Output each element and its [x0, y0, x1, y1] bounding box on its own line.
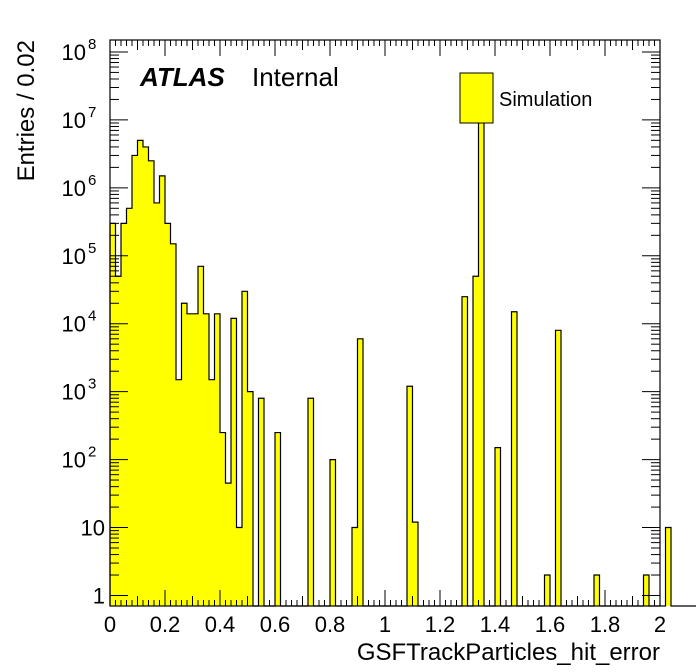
- y-tick-label-exponent: 3: [88, 376, 96, 393]
- histogram-bar: [242, 291, 248, 606]
- y-tick-label: 10: [62, 108, 86, 133]
- histogram-bar: [352, 527, 358, 606]
- y-tick-label: 10: [62, 40, 86, 65]
- histogram-bar: [407, 386, 413, 606]
- x-tick-label: 0: [104, 612, 116, 637]
- histogram-bar: [555, 330, 561, 606]
- x-tick-label: 1.6: [535, 612, 566, 637]
- histogram-bar: [665, 527, 671, 606]
- histogram-bar: [121, 223, 127, 606]
- histogram-bar: [412, 522, 418, 606]
- histogram-bar: [330, 459, 336, 606]
- histogram-bar: [143, 146, 149, 606]
- histogram-bar: [132, 155, 138, 606]
- histogram-bar: [258, 398, 264, 606]
- histogram-bar: [115, 276, 121, 606]
- y-tick-label: 10: [62, 380, 86, 405]
- histogram-bar: [181, 303, 187, 606]
- y-tick-label-exponent: 5: [88, 240, 96, 257]
- histogram-bars: [110, 119, 671, 607]
- histogram-bar: [170, 243, 176, 606]
- x-axis-ticks: [109, 40, 661, 606]
- y-tick-label: 10: [62, 312, 86, 337]
- histogram-bar: [275, 432, 281, 606]
- histogram-bar: [148, 160, 154, 606]
- y-tick-label-exponent: 4: [88, 308, 96, 325]
- y-axis-title: Entries / 0.02: [13, 40, 40, 181]
- x-tick-label: 0.2: [150, 612, 181, 637]
- histogram-bar: [203, 313, 209, 606]
- histogram-bar: [594, 575, 600, 606]
- y-tick-label: 10: [62, 244, 86, 269]
- histogram-bar: [154, 202, 160, 607]
- histogram-bar: [308, 398, 314, 606]
- histogram-bar: [137, 140, 143, 607]
- x-tick-label: 1: [379, 612, 391, 637]
- x-tick-label: 0.6: [260, 612, 291, 637]
- histogram-bar: [214, 313, 220, 606]
- histogram-bar: [225, 483, 231, 606]
- histogram-bar: [473, 276, 479, 606]
- y-tick-label: 10: [62, 176, 86, 201]
- atlas-label: ATLAS: [139, 62, 225, 92]
- histogram-bar: [198, 266, 204, 606]
- x-tick-label: 0.8: [315, 612, 346, 637]
- legend: Simulation: [459, 72, 592, 124]
- y-tick-label-exponent: 6: [88, 172, 96, 189]
- histogram-bar: [126, 208, 132, 606]
- x-tick-label: 1.4: [480, 612, 511, 637]
- histogram-bar: [643, 575, 649, 606]
- x-axis-title: GSFTrackParticles_hit_error: [357, 639, 660, 666]
- y-tick-label: 10: [81, 516, 105, 541]
- internal-label: Internal: [252, 62, 339, 92]
- y-tick-label: 10: [62, 448, 86, 473]
- x-axis-tick-labels: 0 0.2 0.4 0.6 0.8 1 1.2 1.4 1.6 1.8 2: [104, 612, 666, 637]
- y-tick-label: 1: [93, 583, 105, 608]
- histogram-bar: [110, 223, 116, 606]
- histogram-bar: [220, 432, 226, 606]
- histogram-bar: [159, 175, 165, 606]
- y-tick-label-exponent: 8: [88, 36, 96, 53]
- y-tick-label-exponent: 2: [88, 444, 96, 461]
- histogram-bar: [192, 313, 198, 606]
- histogram-bar: [357, 338, 363, 606]
- histogram-bar: [176, 379, 182, 606]
- histogram-bar: [187, 313, 193, 606]
- legend-swatch: [459, 72, 494, 124]
- histogram-bar: [495, 447, 501, 606]
- legend-label: Simulation: [499, 89, 592, 111]
- histogram-bar: [511, 311, 517, 606]
- y-tick-label-exponent: 7: [88, 104, 96, 121]
- histogram-bar: [247, 391, 253, 606]
- x-tick-label: 2: [654, 612, 666, 637]
- histogram-outline: [109, 119, 696, 607]
- histogram-bar: [209, 379, 215, 606]
- x-tick-label: 1.2: [425, 612, 456, 637]
- x-tick-label: 0.4: [205, 612, 236, 637]
- x-tick-label: 1.8: [590, 612, 621, 637]
- histogram-bar: [231, 318, 237, 606]
- histogram-bar: [478, 119, 484, 606]
- histogram-bar: [544, 575, 550, 606]
- y-axis-ticks: [110, 51, 660, 596]
- histogram-bar: [462, 296, 468, 606]
- histogram-bar: [165, 223, 171, 606]
- histogram-bar: [236, 527, 242, 606]
